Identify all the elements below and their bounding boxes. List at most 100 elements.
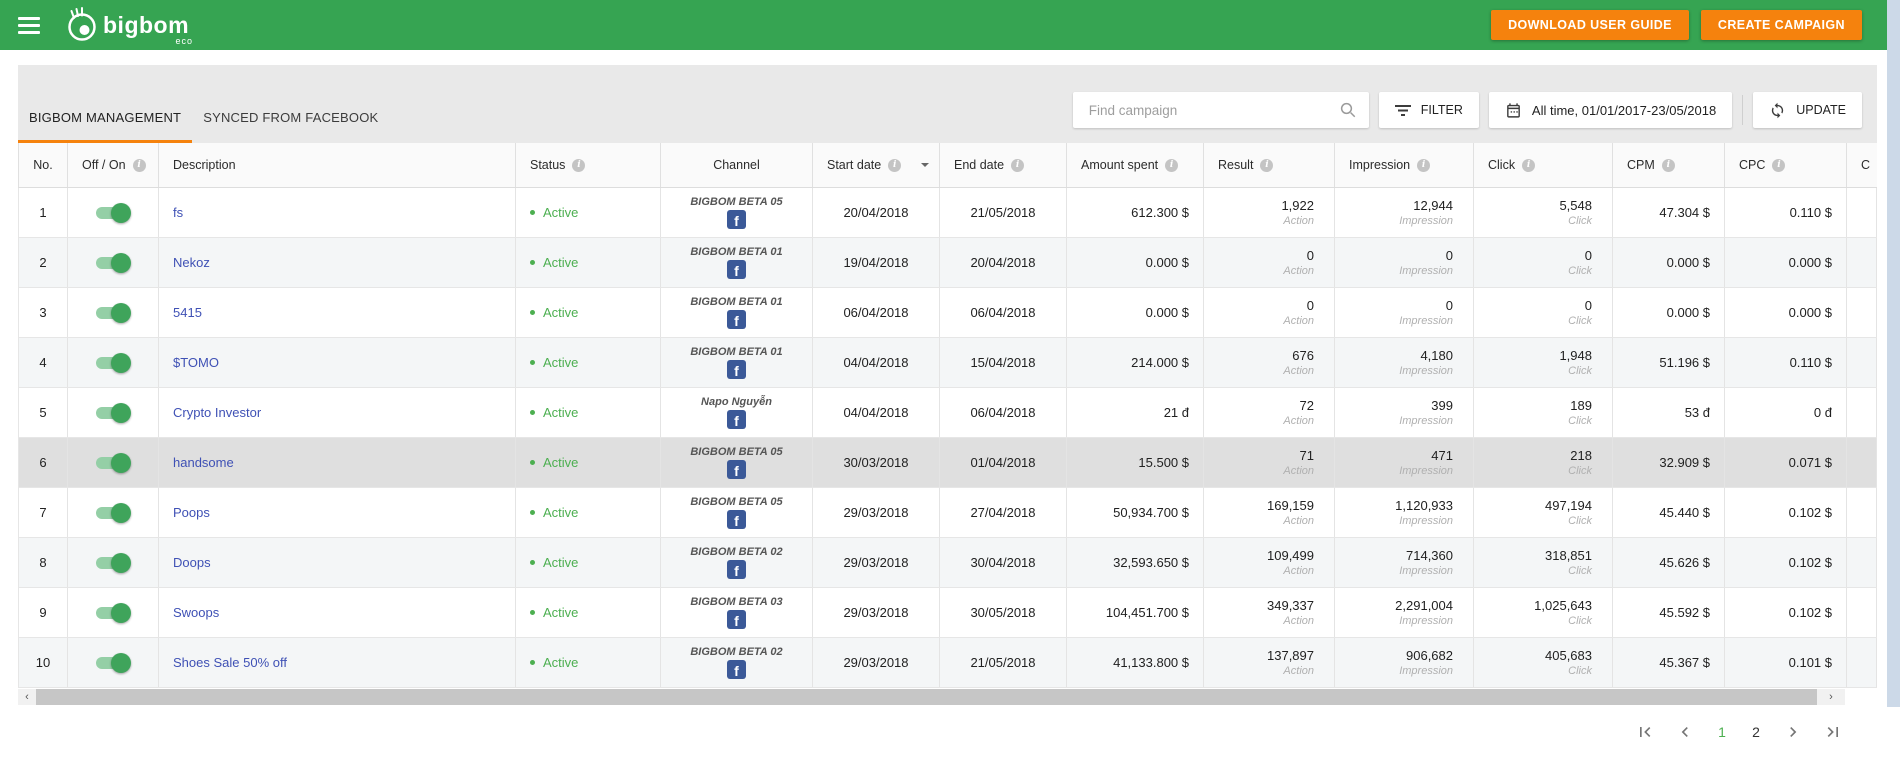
campaign-link[interactable]: Swoops bbox=[173, 605, 220, 620]
column-header-status[interactable]: Status i bbox=[516, 143, 661, 187]
campaign-link[interactable]: fs bbox=[173, 205, 184, 220]
clipped-cell bbox=[1847, 338, 1877, 387]
info-icon[interactable]: i bbox=[1772, 158, 1786, 172]
filter-button[interactable]: FILTER bbox=[1378, 92, 1479, 128]
clipped-cell bbox=[1847, 588, 1877, 637]
impression-unit-label: Impression bbox=[1399, 614, 1453, 627]
column-header-off-on[interactable]: Off / On i bbox=[68, 143, 159, 187]
column-header-channel[interactable]: Channel bbox=[661, 143, 813, 187]
facebook-icon[interactable]: f bbox=[727, 210, 746, 229]
off-on-cell bbox=[68, 638, 159, 687]
status-badge: Active bbox=[543, 605, 579, 620]
column-header-result[interactable]: Result i bbox=[1204, 143, 1335, 187]
impression-cell: 2,291,004 Impression bbox=[1335, 588, 1474, 637]
facebook-icon[interactable]: f bbox=[727, 560, 746, 579]
facebook-icon[interactable]: f bbox=[727, 460, 746, 479]
toggle-switch[interactable] bbox=[95, 202, 131, 223]
column-header-impression[interactable]: Impression i bbox=[1335, 143, 1474, 187]
facebook-icon[interactable]: f bbox=[727, 510, 746, 529]
campaign-link[interactable]: handsome bbox=[173, 455, 234, 470]
previous-page-button[interactable] bbox=[1674, 721, 1696, 743]
update-button[interactable]: UPDATE bbox=[1753, 92, 1862, 128]
off-on-cell bbox=[68, 288, 159, 337]
info-icon[interactable]: i bbox=[1417, 158, 1431, 172]
result-unit-label: Action bbox=[1283, 464, 1314, 477]
column-header-no[interactable]: No. bbox=[19, 143, 68, 187]
facebook-icon[interactable]: f bbox=[727, 410, 746, 429]
facebook-icon[interactable]: f bbox=[727, 660, 746, 679]
info-icon[interactable]: i bbox=[132, 158, 146, 172]
create-campaign-button[interactable]: CREATE CAMPAIGN bbox=[1700, 10, 1862, 40]
toggle-switch[interactable] bbox=[95, 352, 131, 373]
facebook-icon[interactable]: f bbox=[727, 310, 746, 329]
vertical-scrollbar[interactable] bbox=[1887, 0, 1900, 707]
page-number-2[interactable]: 2 bbox=[1752, 724, 1760, 740]
click-cell: 497,194 Click bbox=[1474, 488, 1613, 537]
scroll-right-arrow-icon[interactable]: › bbox=[1829, 691, 1833, 703]
status-badge: Active bbox=[543, 655, 579, 670]
facebook-icon[interactable]: f bbox=[727, 260, 746, 279]
campaign-link[interactable]: $TOMO bbox=[173, 355, 219, 370]
date-range-label: All time, 01/01/2017-23/05/2018 bbox=[1531, 102, 1717, 118]
info-icon[interactable]: i bbox=[1260, 158, 1274, 172]
channel-name: BIGBOM BETA 01 bbox=[690, 246, 783, 258]
column-header-cpm[interactable]: CPM i bbox=[1613, 143, 1725, 187]
campaigns-panel: BIGBOM MANAGEMENT SYNCED FROM FACEBOOK F… bbox=[18, 65, 1877, 705]
toggle-switch[interactable] bbox=[95, 402, 131, 423]
column-header-click[interactable]: Click i bbox=[1474, 143, 1613, 187]
toggle-switch[interactable] bbox=[95, 452, 131, 473]
facebook-icon[interactable]: f bbox=[727, 360, 746, 379]
tab-bigbom-management[interactable]: BIGBOM MANAGEMENT bbox=[18, 96, 193, 143]
last-page-button[interactable] bbox=[1822, 721, 1844, 743]
row-number: 10 bbox=[19, 638, 68, 687]
toggle-switch[interactable] bbox=[95, 302, 131, 323]
end-date-cell: 20/04/2018 bbox=[940, 238, 1067, 287]
facebook-icon[interactable]: f bbox=[727, 610, 746, 629]
clipped-cell bbox=[1847, 638, 1877, 687]
result-unit-label: Action bbox=[1283, 414, 1314, 427]
search-input[interactable] bbox=[1086, 101, 1339, 119]
info-icon[interactable]: i bbox=[572, 158, 586, 172]
result-cell: 169,159 Action bbox=[1204, 488, 1335, 537]
menu-icon[interactable] bbox=[18, 16, 40, 34]
info-icon[interactable]: i bbox=[1165, 158, 1179, 172]
campaign-link[interactable]: Poops bbox=[173, 505, 210, 520]
info-icon[interactable]: i bbox=[888, 158, 902, 172]
download-user-guide-button[interactable]: DOWNLOAD USER GUIDE bbox=[1491, 10, 1689, 40]
column-header-start-date[interactable]: Start date i bbox=[813, 143, 940, 187]
search-icon[interactable] bbox=[1339, 101, 1357, 119]
click-cell: 218 Click bbox=[1474, 438, 1613, 487]
toggle-switch[interactable] bbox=[95, 552, 131, 573]
campaign-link[interactable]: 5415 bbox=[173, 305, 202, 320]
first-page-button[interactable] bbox=[1634, 721, 1656, 743]
next-page-button[interactable] bbox=[1782, 721, 1804, 743]
toggle-switch[interactable] bbox=[95, 652, 131, 673]
tab-synced-from-facebook[interactable]: SYNCED FROM FACEBOOK bbox=[203, 110, 379, 125]
campaign-link[interactable]: Nekoz bbox=[173, 255, 210, 270]
toggle-switch[interactable] bbox=[95, 252, 131, 273]
sort-caret-icon[interactable] bbox=[921, 163, 929, 171]
info-icon[interactable]: i bbox=[1522, 158, 1536, 172]
impression-unit-label: Impression bbox=[1399, 514, 1453, 527]
status-cell: Active bbox=[516, 438, 661, 487]
click-cell: 1,948 Click bbox=[1474, 338, 1613, 387]
column-header-amount-spent[interactable]: Amount spent i bbox=[1067, 143, 1204, 187]
column-header-cpc[interactable]: CPC i bbox=[1725, 143, 1847, 187]
toggle-switch[interactable] bbox=[95, 602, 131, 623]
date-range-button[interactable]: All time, 01/01/2017-23/05/2018 bbox=[1488, 92, 1733, 128]
click-unit-label: Click bbox=[1568, 414, 1592, 427]
column-header-clipped[interactable]: C bbox=[1861, 158, 1871, 172]
info-icon[interactable]: i bbox=[1661, 158, 1675, 172]
bigbom-logo[interactable]: bigbom eco bbox=[64, 7, 192, 46]
info-icon[interactable]: i bbox=[1011, 158, 1025, 172]
column-header-end-date[interactable]: End date i bbox=[940, 143, 1067, 187]
column-header-description[interactable]: Description bbox=[159, 143, 516, 187]
scroll-left-arrow-icon[interactable]: ‹ bbox=[18, 689, 36, 705]
toggle-switch[interactable] bbox=[95, 502, 131, 523]
horizontal-scrollbar-thumb[interactable] bbox=[36, 689, 1817, 705]
horizontal-scrollbar[interactable]: ‹ › bbox=[18, 689, 1845, 705]
campaign-link[interactable]: Doops bbox=[173, 555, 211, 570]
page-number-1[interactable]: 1 bbox=[1718, 724, 1726, 740]
campaign-link[interactable]: Shoes Sale 50% off bbox=[173, 655, 287, 670]
campaign-link[interactable]: Crypto Investor bbox=[173, 405, 262, 420]
